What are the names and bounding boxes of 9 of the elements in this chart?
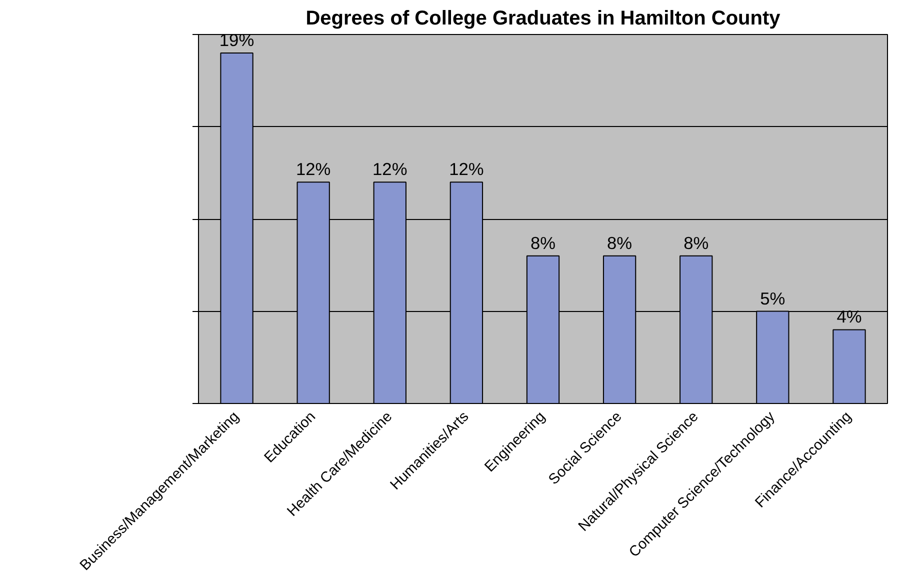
- chart-title: Degrees of College Graduates in Hamilton County: [306, 8, 782, 30]
- data-label: 5%: [760, 288, 786, 308]
- bar: [832, 329, 866, 404]
- data-label: 8%: [607, 232, 632, 253]
- data-label: 8%: [530, 232, 556, 253]
- data-label: 8%: [684, 232, 709, 253]
- data-label: 12%: [449, 159, 484, 180]
- data-label: 12%: [372, 159, 408, 180]
- data-label: 12%: [296, 159, 331, 180]
